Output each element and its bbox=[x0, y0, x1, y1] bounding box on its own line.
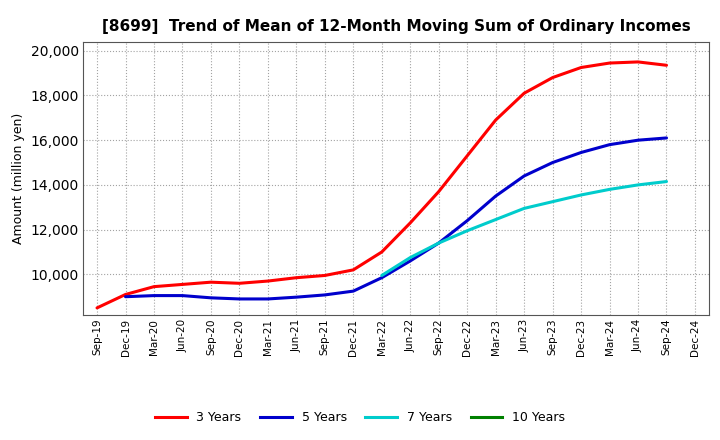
7 Years bbox=[520, 206, 528, 211]
5 Years bbox=[150, 293, 158, 298]
5 Years bbox=[207, 295, 215, 301]
3 Years bbox=[577, 65, 585, 70]
Legend: 3 Years, 5 Years, 7 Years, 10 Years: 3 Years, 5 Years, 7 Years, 10 Years bbox=[150, 407, 570, 429]
3 Years bbox=[634, 59, 642, 65]
5 Years bbox=[406, 258, 415, 264]
3 Years bbox=[377, 249, 386, 255]
3 Years bbox=[207, 279, 215, 285]
3 Years bbox=[121, 292, 130, 297]
5 Years bbox=[235, 296, 243, 301]
5 Years bbox=[121, 294, 130, 299]
Line: 7 Years: 7 Years bbox=[382, 182, 667, 275]
5 Years bbox=[491, 194, 500, 199]
5 Years bbox=[606, 142, 614, 147]
5 Years bbox=[434, 240, 443, 246]
Line: 5 Years: 5 Years bbox=[125, 138, 667, 299]
5 Years bbox=[577, 150, 585, 155]
7 Years bbox=[406, 255, 415, 260]
7 Years bbox=[662, 179, 671, 184]
3 Years bbox=[320, 273, 329, 278]
7 Years bbox=[577, 192, 585, 198]
7 Years bbox=[491, 217, 500, 222]
Line: 3 Years: 3 Years bbox=[97, 62, 667, 308]
3 Years bbox=[491, 117, 500, 123]
7 Years bbox=[606, 187, 614, 192]
5 Years bbox=[178, 293, 186, 298]
3 Years bbox=[662, 62, 671, 68]
3 Years bbox=[349, 267, 358, 272]
5 Years bbox=[463, 218, 472, 224]
3 Years bbox=[292, 275, 301, 280]
3 Years bbox=[150, 284, 158, 289]
5 Years bbox=[549, 160, 557, 165]
5 Years bbox=[634, 138, 642, 143]
5 Years bbox=[377, 275, 386, 280]
3 Years bbox=[520, 91, 528, 96]
5 Years bbox=[264, 296, 272, 301]
3 Years bbox=[264, 279, 272, 284]
3 Years bbox=[235, 281, 243, 286]
7 Years bbox=[377, 273, 386, 278]
5 Years bbox=[320, 292, 329, 297]
3 Years bbox=[549, 75, 557, 80]
7 Years bbox=[434, 240, 443, 246]
5 Years bbox=[349, 289, 358, 294]
3 Years bbox=[178, 282, 186, 287]
Title: [8699]  Trend of Mean of 12-Month Moving Sum of Ordinary Incomes: [8699] Trend of Mean of 12-Month Moving … bbox=[102, 18, 690, 34]
Y-axis label: Amount (million yen): Amount (million yen) bbox=[12, 113, 24, 244]
3 Years bbox=[606, 60, 614, 66]
3 Years bbox=[463, 153, 472, 158]
7 Years bbox=[634, 182, 642, 187]
7 Years bbox=[549, 199, 557, 204]
5 Years bbox=[292, 294, 301, 300]
5 Years bbox=[662, 136, 671, 141]
7 Years bbox=[463, 228, 472, 233]
5 Years bbox=[520, 173, 528, 179]
3 Years bbox=[406, 220, 415, 226]
3 Years bbox=[93, 305, 102, 311]
3 Years bbox=[434, 189, 443, 194]
